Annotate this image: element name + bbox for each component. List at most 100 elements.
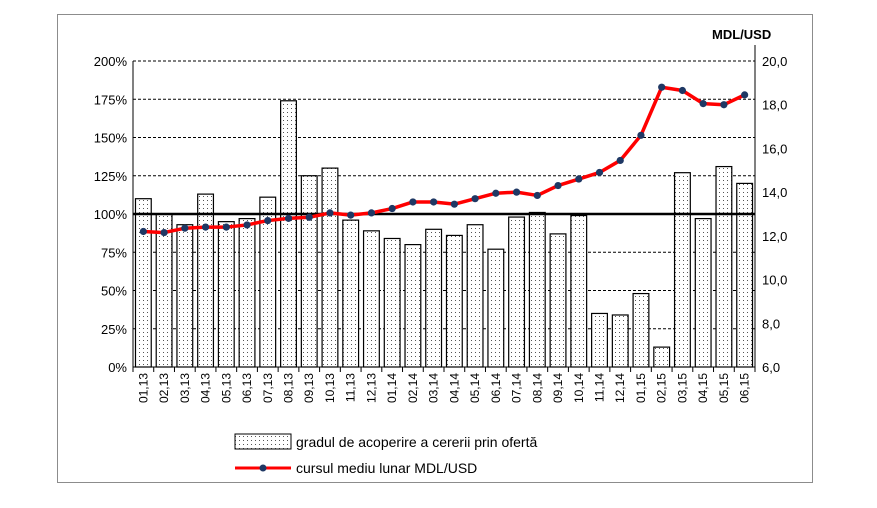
exchange-rate-point xyxy=(450,200,458,208)
right-axis-tick-label: 16,0 xyxy=(762,141,787,156)
exchange-rate-point xyxy=(616,156,624,165)
x-axis-tick-label: 03,14 xyxy=(427,373,441,403)
bar xyxy=(134,198,152,368)
x-axis-tick-label: 05,13 xyxy=(219,373,233,403)
exchange-rate-point xyxy=(181,224,189,232)
exchange-rate-point xyxy=(409,198,417,206)
bar xyxy=(632,292,650,368)
right-axis-tick-label: 18,0 xyxy=(762,98,787,113)
exchange-rate-point xyxy=(264,216,272,225)
exchange-rate-point xyxy=(637,131,645,139)
bar xyxy=(570,214,588,368)
x-axis-tick-label: 11,14 xyxy=(593,373,607,402)
x-axis-tick-label: 08,14 xyxy=(530,373,544,403)
x-axis-tick-label: 09,13 xyxy=(302,373,316,403)
bar xyxy=(445,234,463,368)
x-axis-tick-label: 06,14 xyxy=(489,373,503,403)
x-axis-tick-label: 02,15 xyxy=(655,373,669,403)
left-axis-tick-label: 150% xyxy=(94,131,128,146)
bar xyxy=(383,237,401,368)
x-axis-tick-label: 07,14 xyxy=(510,373,524,403)
exchange-rate-point xyxy=(367,209,376,217)
bar xyxy=(487,248,505,368)
bar xyxy=(197,193,215,368)
right-axis-tick-label: 12,0 xyxy=(762,229,787,244)
bar xyxy=(653,346,671,368)
exchange-rate-point xyxy=(658,83,666,91)
bar xyxy=(528,211,546,368)
chart-frame: 0% 25% 50% 75% 100% 125% 150% 175% 200% 6,0 8,0 10,… xyxy=(57,14,813,483)
bar xyxy=(362,230,380,368)
x-axis-tick-label: 01,15 xyxy=(634,373,648,403)
right-axis-tick-label: 20,0 xyxy=(762,54,787,69)
exchange-rate-point xyxy=(533,191,541,200)
left-axis-tick-label: 25% xyxy=(101,322,127,337)
bar xyxy=(611,314,629,368)
legend-bar-swatch xyxy=(234,433,292,450)
left-axis-tick-label: 200% xyxy=(94,54,128,69)
bar xyxy=(321,167,339,368)
bar xyxy=(694,217,712,368)
x-axis-tick-label: 02,14 xyxy=(406,373,420,403)
x-axis-tick-label: 10,14 xyxy=(572,373,586,403)
exchange-rate-point xyxy=(595,168,604,177)
x-axis-tick-label: 05,15 xyxy=(717,373,731,403)
exchange-rate-point xyxy=(575,175,583,183)
exchange-rate-point xyxy=(222,223,230,231)
axes: 0% 25% 50% 75% 100% 125% 150% 175% 200% 6,0 8,0 10,… xyxy=(94,45,787,403)
legend: gradul de acoperire a cererii prin ofert… xyxy=(234,433,537,476)
left-axis-tick-label: 175% xyxy=(94,92,128,107)
x-axis-tick-label: 04,14 xyxy=(447,373,461,403)
chart-svg: 0% 25% 50% 75% 100% 125% 150% 175% 200% 6,0 8,0 10,… xyxy=(94,27,788,476)
x-axis-tick-label: 01,14 xyxy=(385,373,399,403)
bar xyxy=(176,224,194,368)
left-axis-tick-label: 100% xyxy=(94,207,128,222)
left-axis-tick-label: 0% xyxy=(108,360,127,375)
bar-series xyxy=(134,100,754,368)
x-axis-tick-label: 05,14 xyxy=(468,373,482,403)
exchange-rate-point xyxy=(699,100,707,108)
x-axis-tick-label: 04,15 xyxy=(696,373,710,403)
x-axis-tick-label: 06,15 xyxy=(738,373,752,403)
exchange-rate-line xyxy=(143,85,746,235)
exchange-rate-point xyxy=(160,228,168,237)
bar xyxy=(549,233,567,368)
x-axis-tick-label: 07,13 xyxy=(261,373,275,403)
exchange-rate-point xyxy=(284,214,293,222)
x-axis-tick-label: 03,13 xyxy=(178,373,192,403)
legend-bar-label: gradul de acoperire a cererii prin ofert… xyxy=(296,434,537,450)
x-axis-tick-label: 03,15 xyxy=(675,373,689,403)
exchange-rate-point xyxy=(678,86,687,95)
bar xyxy=(238,217,256,368)
exchange-rate-point xyxy=(430,198,438,206)
left-axis-tick-label: 50% xyxy=(101,284,127,299)
x-axis-tick-label: 12,14 xyxy=(613,373,627,403)
legend-line-label: cursul mediu lunar MDL/USD xyxy=(296,460,477,476)
x-axis-tick-label: 10,13 xyxy=(323,373,337,403)
right-axis-unit-label: MDL/USD xyxy=(712,27,771,42)
bar xyxy=(155,213,173,368)
x-axis-tick-label: 11,13 xyxy=(344,373,358,402)
x-axis-tick-label: 06,13 xyxy=(240,373,254,403)
exchange-rate-point xyxy=(347,211,355,219)
x-axis-tick-label: 01,13 xyxy=(136,373,150,403)
exchange-rate-point xyxy=(720,101,728,109)
right-axis-tick-label: 14,0 xyxy=(762,185,787,200)
exchange-rate-point xyxy=(201,223,210,231)
left-axis-tick-label: 75% xyxy=(101,245,127,260)
bar xyxy=(715,165,733,368)
bar xyxy=(280,100,297,368)
left-axis-tick-label: 125% xyxy=(94,169,128,184)
bar xyxy=(736,182,754,368)
exchange-rate-point xyxy=(492,189,500,197)
x-axis-tick-label: 12,13 xyxy=(364,373,378,403)
exchange-rate-point xyxy=(305,213,313,221)
legend-line-marker xyxy=(259,464,267,472)
x-axis-tick-label: 04,13 xyxy=(199,373,213,403)
x-axis-tick-label: 08,13 xyxy=(282,373,296,403)
x-axis-tick-label: 09,14 xyxy=(551,373,565,403)
bar xyxy=(342,219,360,368)
exchange-rate-point xyxy=(243,221,251,229)
bar xyxy=(425,228,443,368)
exchange-rate-point xyxy=(388,204,396,213)
